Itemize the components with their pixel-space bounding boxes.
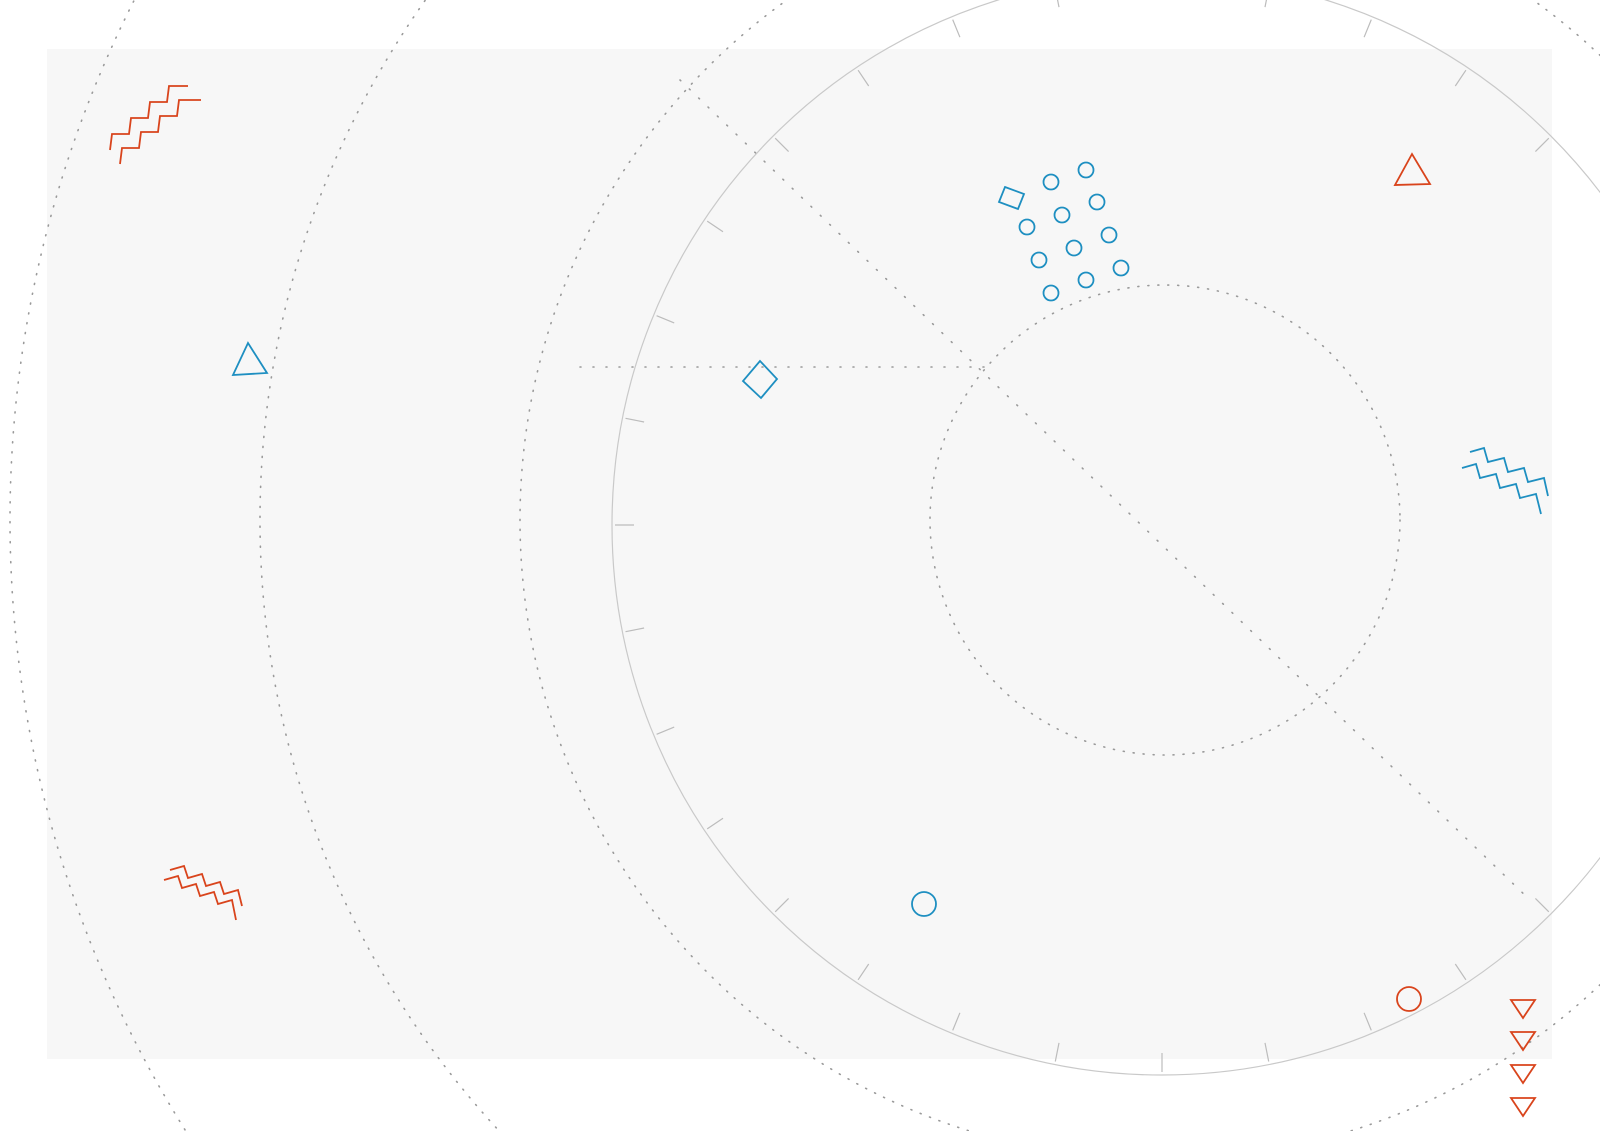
blue-shapes	[231, 161, 1549, 917]
dial-tick	[857, 69, 870, 87]
circle-icon	[911, 891, 937, 917]
dotted-arcs	[9, 0, 1600, 1131]
triangle-icon	[231, 341, 269, 376]
dial-tick	[774, 137, 790, 153]
dial-tick	[1534, 897, 1550, 913]
dotted-circle-center	[929, 284, 1401, 756]
dial-circle	[611, 0, 1600, 1076]
dial-tick	[774, 897, 790, 913]
square-icon	[997, 185, 1026, 211]
triangle-icon	[1393, 152, 1432, 186]
dial-tick	[706, 817, 724, 830]
dial-tick	[1454, 69, 1467, 87]
inverted-triangle-stack	[1509, 999, 1537, 1118]
dial-tick	[1264, 0, 1268, 8]
zigzag-icon	[1461, 446, 1549, 515]
dial-ticks	[615, 0, 1550, 1072]
dial-tick	[625, 627, 645, 633]
dial-tick	[706, 220, 724, 233]
dial-tick	[1264, 1042, 1270, 1062]
dial-tick	[1056, 0, 1060, 8]
inverted-triangle-icon	[1509, 999, 1537, 1020]
dotted-arc-inner	[519, 0, 1600, 1131]
inverted-triangle-icon	[1509, 1064, 1537, 1085]
inverted-triangle-icon	[1509, 1097, 1537, 1118]
circle-icon	[1396, 986, 1422, 1012]
background-panel	[47, 49, 1552, 1059]
orange-shapes	[109, 85, 1537, 1118]
dial-tick	[1363, 19, 1372, 38]
dial-tick	[1454, 963, 1467, 981]
dial-tick	[656, 315, 675, 324]
inverted-triangle-icon	[1509, 1031, 1537, 1052]
dial-tick	[1054, 1042, 1060, 1062]
zigzag-icon	[163, 864, 243, 921]
dial-tick	[952, 19, 961, 38]
dial-tick	[1534, 137, 1550, 153]
dial-tick	[1363, 1012, 1372, 1031]
dial-tick	[656, 726, 675, 735]
dial-tick	[857, 963, 870, 981]
zigzag-icon	[109, 85, 201, 165]
dial-tick	[625, 417, 645, 423]
dot-grid-icon	[1018, 161, 1130, 302]
dial-tick	[952, 1012, 961, 1031]
diamond-icon	[741, 359, 779, 400]
